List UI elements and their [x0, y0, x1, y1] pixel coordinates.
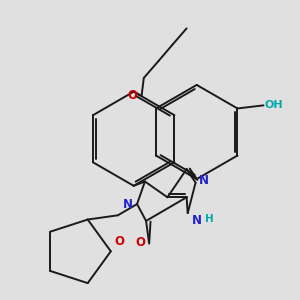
Text: OH: OH [265, 100, 283, 110]
Text: O: O [114, 235, 124, 248]
Text: O: O [135, 236, 145, 249]
Text: N: N [123, 197, 133, 211]
Text: N: N [199, 174, 209, 187]
Text: O: O [128, 89, 138, 103]
Text: H: H [205, 214, 214, 224]
Text: N: N [191, 214, 201, 227]
